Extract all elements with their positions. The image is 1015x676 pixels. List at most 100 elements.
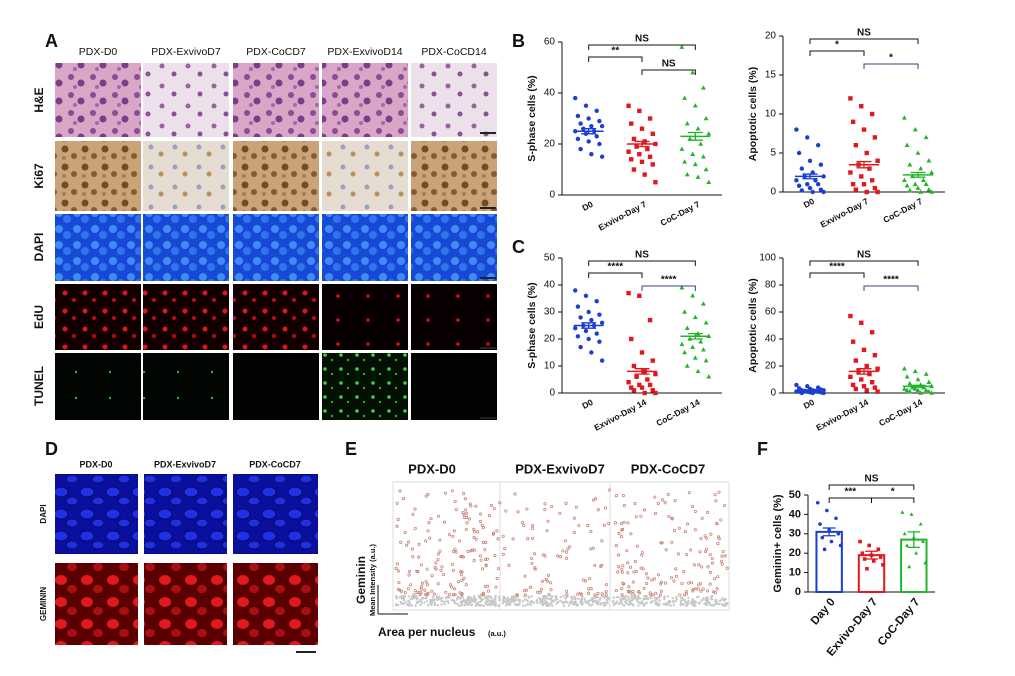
image — [55, 63, 141, 137]
point — [419, 563, 424, 567]
x-label-sub: (a.u.) — [488, 629, 506, 638]
image — [233, 284, 319, 350]
point — [395, 501, 399, 505]
point — [460, 578, 464, 583]
point — [815, 182, 821, 187]
point — [451, 568, 455, 572]
y-tick-label: 80 — [765, 280, 777, 291]
point — [419, 604, 422, 607]
point — [580, 598, 584, 601]
point — [426, 529, 430, 533]
point — [710, 556, 714, 561]
point — [441, 596, 444, 599]
point — [578, 146, 583, 152]
point — [407, 573, 411, 577]
point — [484, 540, 488, 544]
point — [810, 189, 815, 195]
point — [620, 593, 624, 597]
point — [420, 581, 425, 585]
point — [631, 363, 637, 369]
y-tick-label: 20 — [789, 547, 801, 559]
point — [907, 380, 913, 386]
point — [418, 600, 421, 604]
point — [567, 604, 571, 607]
point — [578, 315, 583, 320]
point — [436, 558, 440, 562]
point — [708, 552, 712, 557]
x-tick-label: D0 — [580, 199, 595, 213]
point — [622, 504, 626, 508]
point — [630, 595, 633, 598]
point — [453, 547, 457, 551]
point — [621, 603, 624, 606]
point — [687, 581, 691, 585]
image — [144, 563, 227, 645]
y-label: Geminin+ cells (%) — [772, 494, 784, 592]
point — [573, 326, 578, 331]
point — [403, 594, 407, 598]
point — [900, 510, 905, 514]
point — [483, 557, 488, 562]
point — [591, 600, 595, 603]
point — [465, 521, 469, 525]
point — [481, 526, 485, 530]
chart: 0 20 40 60 S-phase cells (%) D0 Exvivo-Day 7 Co… — [526, 34, 722, 233]
point — [474, 604, 478, 607]
point — [474, 597, 478, 601]
point — [644, 572, 648, 576]
point — [507, 563, 511, 567]
column-header: PDX-ExvivoD7 — [154, 459, 216, 469]
point — [436, 514, 440, 518]
point — [923, 181, 929, 186]
point — [572, 595, 576, 598]
point — [564, 550, 568, 554]
point — [454, 550, 458, 554]
error-bar — [856, 368, 872, 375]
point — [451, 593, 455, 597]
point — [572, 516, 576, 520]
point — [685, 604, 689, 607]
point — [663, 501, 667, 505]
point — [498, 501, 502, 505]
point — [606, 601, 609, 604]
point — [472, 535, 476, 540]
point — [683, 530, 687, 534]
point — [597, 339, 602, 344]
column-header: PDX-D0 — [79, 459, 112, 469]
point — [642, 172, 647, 177]
image — [55, 474, 138, 554]
significance-bracket — [588, 56, 643, 62]
point — [578, 121, 583, 126]
point — [431, 598, 435, 601]
point — [501, 600, 505, 603]
point — [454, 508, 458, 512]
point — [850, 182, 856, 187]
point — [597, 141, 602, 147]
y-tick-label: 15 — [765, 70, 777, 81]
point — [433, 601, 437, 605]
point — [920, 539, 925, 543]
point — [901, 177, 907, 183]
point — [600, 592, 604, 596]
point — [444, 491, 448, 495]
point — [599, 123, 605, 129]
point — [669, 576, 673, 580]
point — [617, 565, 621, 569]
point — [862, 557, 867, 561]
point — [551, 599, 555, 602]
point — [636, 597, 640, 600]
y-label: S-phase cells (%) — [526, 282, 538, 368]
point — [526, 537, 530, 541]
point — [663, 595, 666, 598]
point — [586, 336, 591, 342]
point — [850, 119, 856, 124]
point — [426, 604, 430, 607]
point — [399, 600, 402, 604]
point — [501, 602, 505, 605]
point — [626, 103, 631, 108]
point — [650, 388, 655, 393]
point — [531, 526, 535, 531]
point — [458, 604, 461, 607]
y-tick-label: 50 — [789, 489, 801, 501]
point — [679, 603, 682, 607]
